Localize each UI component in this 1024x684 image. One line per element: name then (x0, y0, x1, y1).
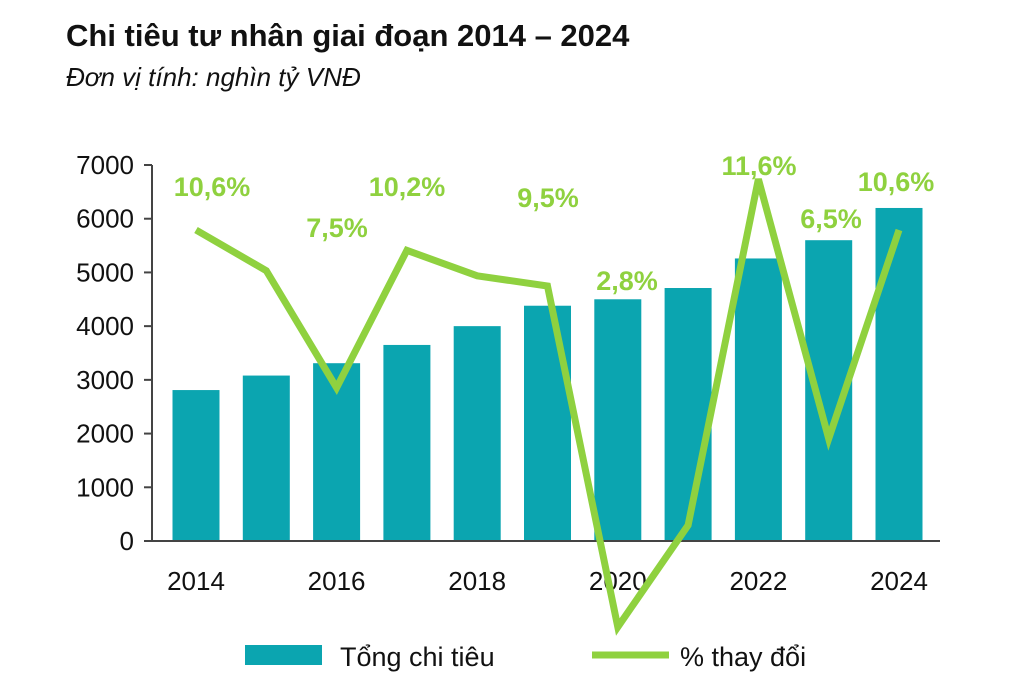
bar-2014 (172, 390, 220, 541)
bar-2015 (242, 375, 290, 541)
bar-2019 (524, 305, 571, 541)
bar-2024 (875, 207, 923, 541)
pct-data-label: 10,2% (369, 172, 446, 202)
pct-change-line (194, 178, 903, 636)
x-tick-label: 2022 (729, 566, 787, 596)
pct-data-label: 11,6% (721, 151, 796, 181)
line-group (194, 178, 903, 636)
bar-2022 (734, 258, 782, 541)
pct-data-label: 10,6% (858, 167, 935, 197)
x-tick-label: 2024 (870, 566, 928, 596)
y-tick-label: 1000 (76, 472, 134, 502)
legend-bar-swatch (245, 645, 322, 665)
y-tick-label: 4000 (76, 311, 134, 341)
chart-subtitle: Đơn vị tính: nghìn tỷ VNĐ (66, 62, 361, 92)
pct-data-label: 6,5% (800, 204, 862, 234)
bar-2018 (453, 326, 501, 541)
bar-2021 (664, 288, 712, 541)
pct-data-label: 7,5% (306, 213, 368, 243)
legend: Tổng chi tiêu % thay đổi (245, 642, 806, 672)
data-labels-group: 10,6% 7,5%10,2% 9,5% 2,8% 11,6%6,5% 10,6% (174, 151, 935, 296)
x-tick-label: 2016 (308, 566, 366, 596)
bar-2017 (383, 344, 431, 541)
y-tick-label: 7000 (76, 150, 134, 180)
x-tick-label: 2014 (167, 566, 225, 596)
legend-bar-label: Tổng chi tiêu (340, 642, 495, 672)
axes-group: 0 1000 2000 3000 4000 5000 6000 7000 2014 2016 201… (76, 150, 940, 596)
chart-title: Chi tiêu tư nhân giai đoạn 2014 – 2024 (66, 18, 630, 53)
y-tick-label: 0 (120, 526, 134, 556)
legend-line-label: % thay đổi (680, 642, 806, 672)
y-tick-label: 5000 (76, 257, 134, 287)
pct-data-label: 2,8% (596, 266, 658, 296)
x-tick-label: 2018 (448, 566, 506, 596)
pct-data-label: 10,6% (174, 172, 251, 202)
bars-group (172, 207, 923, 541)
y-tick-label: 3000 (76, 365, 134, 395)
x-tick-label: 2020 (589, 566, 647, 596)
bar-2020 (594, 299, 642, 541)
pct-data-label: 9,5% (517, 183, 579, 213)
y-tick-label: 6000 (76, 204, 134, 234)
y-tick-label: 2000 (76, 419, 134, 449)
